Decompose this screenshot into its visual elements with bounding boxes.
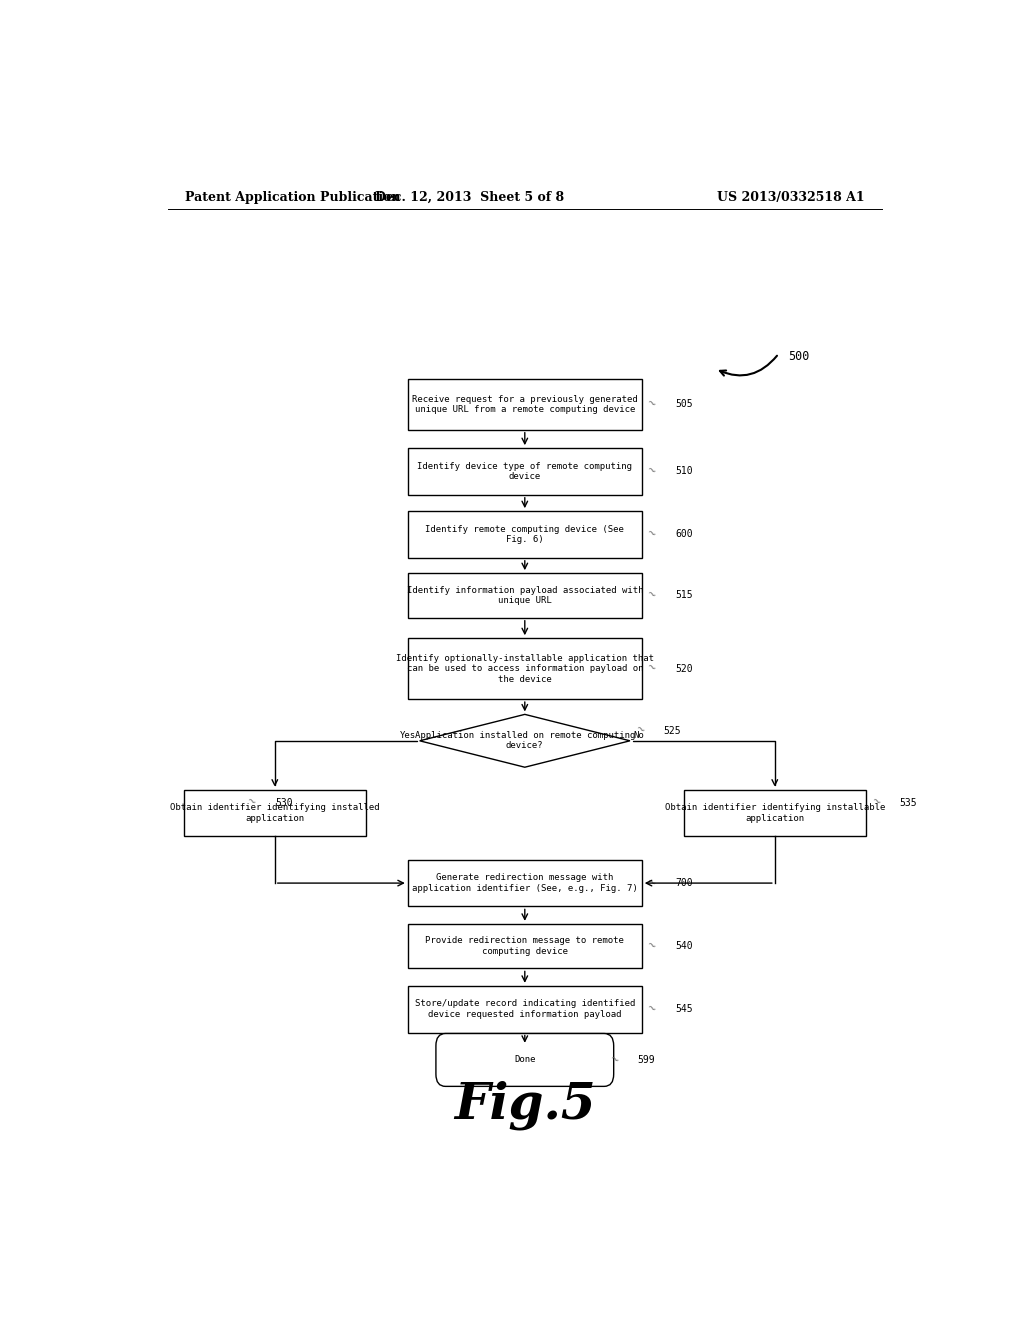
FancyBboxPatch shape <box>183 789 367 837</box>
Text: Identify remote computing device (See
Fig. 6): Identify remote computing device (See Fi… <box>425 525 625 544</box>
Text: ~: ~ <box>645 876 658 890</box>
Text: Yes: Yes <box>399 731 416 739</box>
FancyBboxPatch shape <box>408 638 642 700</box>
Text: 599: 599 <box>638 1055 655 1065</box>
Text: Done: Done <box>514 1056 536 1064</box>
Text: ~: ~ <box>245 796 258 809</box>
Text: ~: ~ <box>645 397 658 411</box>
FancyBboxPatch shape <box>408 924 642 969</box>
Text: Store/update record indicating identified
device requested information payload: Store/update record indicating identifie… <box>415 999 635 1019</box>
Text: ~: ~ <box>633 723 646 738</box>
Text: Identify information payload associated with
unique URL: Identify information payload associated … <box>407 586 643 605</box>
FancyBboxPatch shape <box>408 511 642 558</box>
Text: No: No <box>633 731 644 739</box>
Text: ~: ~ <box>645 465 658 478</box>
Text: Dec. 12, 2013  Sheet 5 of 8: Dec. 12, 2013 Sheet 5 of 8 <box>375 190 564 203</box>
FancyBboxPatch shape <box>684 789 866 837</box>
Text: ~: ~ <box>645 1002 658 1016</box>
FancyBboxPatch shape <box>408 986 642 1032</box>
Text: 535: 535 <box>899 797 918 808</box>
Text: Fig.5: Fig.5 <box>454 1081 596 1130</box>
Text: 515: 515 <box>675 590 693 601</box>
Text: Identify device type of remote computing
device: Identify device type of remote computing… <box>418 462 632 482</box>
Text: 600: 600 <box>675 529 693 540</box>
Text: 530: 530 <box>274 797 293 808</box>
Text: ~: ~ <box>645 940 658 953</box>
Text: 525: 525 <box>664 726 681 735</box>
Text: 505: 505 <box>675 400 693 409</box>
FancyBboxPatch shape <box>408 379 642 430</box>
Text: 520: 520 <box>675 664 693 673</box>
Polygon shape <box>420 714 630 767</box>
Text: 700: 700 <box>675 878 693 888</box>
Text: Generate redirection message with
application identifier (See, e.g., Fig. 7): Generate redirection message with applic… <box>412 874 638 892</box>
Text: ~: ~ <box>645 661 658 676</box>
Text: Obtain identifier identifying installable
application: Obtain identifier identifying installabl… <box>665 804 885 822</box>
Text: ~: ~ <box>607 1053 621 1067</box>
FancyBboxPatch shape <box>408 573 642 618</box>
Text: 500: 500 <box>788 350 810 363</box>
Text: Identify optionally-installable application that
can be used to access informati: Identify optionally-installable applicat… <box>396 653 653 684</box>
Text: Patent Application Publication: Patent Application Publication <box>185 190 400 203</box>
Text: Application installed on remote computing
device?: Application installed on remote computin… <box>415 731 635 751</box>
Text: 540: 540 <box>675 941 693 952</box>
FancyBboxPatch shape <box>436 1034 613 1086</box>
Text: ~: ~ <box>869 796 882 809</box>
Text: ~: ~ <box>645 589 658 602</box>
FancyBboxPatch shape <box>408 859 642 907</box>
Text: Receive request for a previously generated
unique URL from a remote computing de: Receive request for a previously generat… <box>412 395 638 414</box>
Text: Obtain identifier identifying installed
application: Obtain identifier identifying installed … <box>170 804 380 822</box>
Text: 545: 545 <box>675 1005 693 1014</box>
Text: Provide redirection message to remote
computing device: Provide redirection message to remote co… <box>425 936 625 956</box>
Text: 510: 510 <box>675 466 693 477</box>
FancyBboxPatch shape <box>408 447 642 495</box>
Text: US 2013/0332518 A1: US 2013/0332518 A1 <box>717 190 864 203</box>
Text: ~: ~ <box>645 528 658 541</box>
